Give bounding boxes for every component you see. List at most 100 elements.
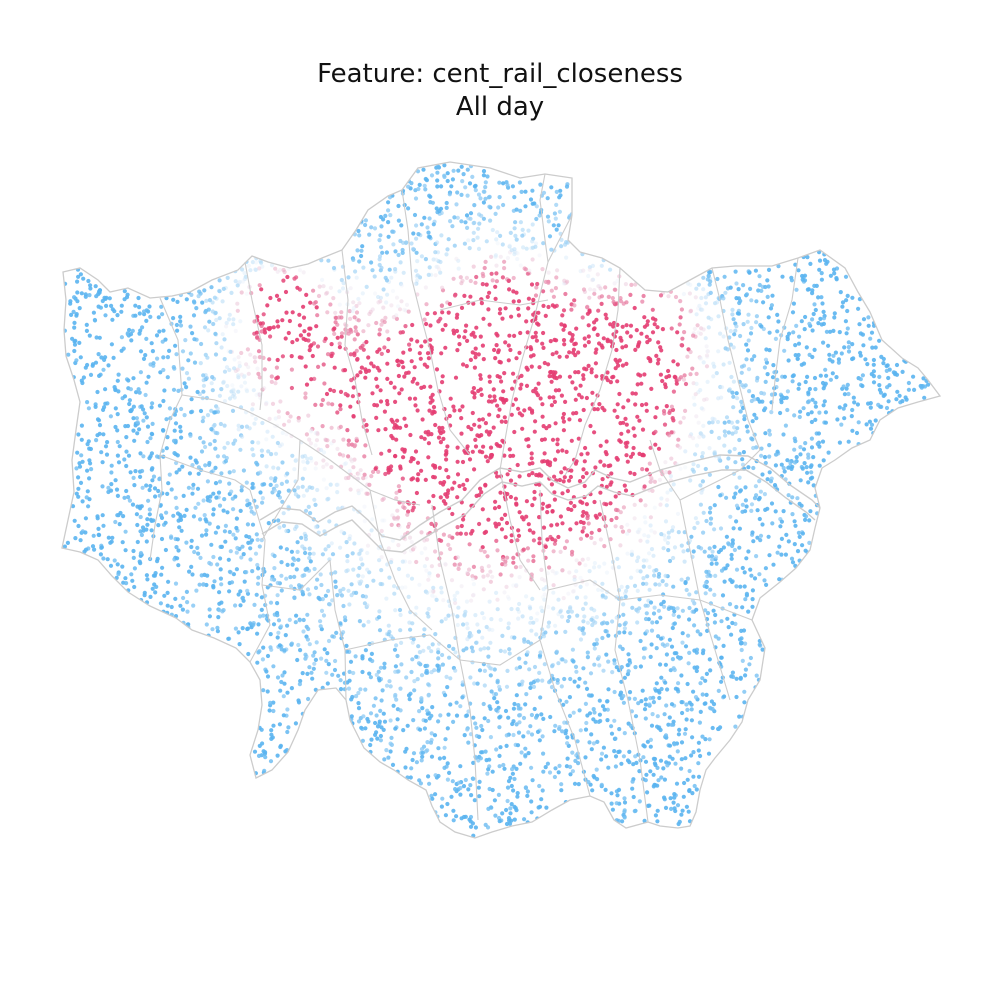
closeness-point — [147, 507, 152, 512]
closeness-point — [307, 555, 312, 561]
closeness-point — [628, 334, 633, 339]
closeness-point — [466, 740, 471, 745]
closeness-point — [638, 569, 643, 574]
closeness-point — [623, 594, 628, 600]
closeness-point — [912, 387, 917, 392]
closeness-point — [411, 718, 416, 723]
closeness-point — [621, 602, 626, 607]
closeness-point — [636, 555, 641, 560]
closeness-point — [427, 216, 432, 221]
closeness-point — [300, 484, 305, 489]
closeness-point — [318, 572, 323, 577]
closeness-point — [701, 275, 706, 280]
closeness-point — [332, 667, 338, 673]
closeness-point — [586, 363, 591, 368]
closeness-point — [632, 583, 638, 589]
closeness-point — [790, 379, 795, 384]
closeness-point — [735, 311, 741, 316]
closeness-point — [685, 777, 690, 782]
closeness-point — [581, 666, 586, 671]
closeness-point — [268, 325, 273, 331]
closeness-point — [749, 573, 754, 578]
closeness-point — [790, 310, 796, 315]
closeness-point — [265, 653, 271, 659]
closeness-point — [123, 548, 128, 553]
closeness-point — [350, 551, 355, 556]
closeness-point — [586, 340, 591, 345]
closeness-point — [813, 417, 818, 422]
closeness-point — [777, 544, 782, 549]
closeness-point — [377, 327, 382, 332]
closeness-point — [109, 482, 114, 487]
closeness-point — [334, 482, 339, 487]
closeness-point — [643, 646, 648, 651]
closeness-point — [594, 374, 599, 379]
closeness-point — [569, 307, 574, 312]
closeness-point — [552, 337, 557, 342]
closeness-point — [166, 579, 171, 584]
closeness-point — [507, 447, 512, 452]
closeness-point — [467, 542, 472, 547]
closeness-point — [618, 644, 623, 649]
closeness-point — [374, 320, 379, 326]
closeness-point — [687, 592, 692, 597]
closeness-point — [275, 601, 280, 606]
closeness-point — [417, 351, 422, 356]
closeness-point — [481, 357, 486, 362]
closeness-point — [599, 782, 604, 788]
closeness-point — [559, 244, 564, 249]
closeness-point — [775, 312, 780, 317]
closeness-point — [163, 520, 168, 525]
closeness-point — [373, 720, 378, 726]
closeness-point — [407, 560, 412, 565]
closeness-point — [357, 233, 362, 238]
closeness-point — [377, 628, 383, 633]
closeness-point — [472, 681, 477, 686]
closeness-point — [202, 513, 207, 518]
closeness-point — [613, 754, 619, 759]
closeness-point — [468, 357, 473, 362]
closeness-point — [106, 363, 111, 368]
closeness-point — [534, 338, 540, 343]
closeness-point — [806, 412, 811, 417]
closeness-point — [767, 330, 772, 335]
closeness-point — [553, 538, 558, 543]
closeness-point — [518, 263, 523, 268]
closeness-point — [545, 537, 550, 542]
closeness-point — [764, 582, 769, 588]
closeness-point — [361, 347, 366, 352]
closeness-point — [413, 449, 419, 454]
closeness-point — [399, 387, 404, 392]
closeness-point — [397, 307, 403, 312]
closeness-point — [431, 493, 436, 499]
closeness-point — [285, 690, 290, 695]
closeness-point — [551, 590, 556, 595]
closeness-point — [376, 669, 381, 674]
closeness-point — [119, 303, 124, 308]
closeness-point — [635, 344, 641, 349]
closeness-point — [447, 301, 452, 307]
closeness-point — [691, 774, 696, 779]
closeness-point — [193, 458, 198, 463]
closeness-point — [583, 595, 588, 600]
closeness-point — [184, 371, 190, 376]
closeness-point — [294, 457, 299, 462]
closeness-point — [604, 439, 609, 444]
closeness-point — [165, 491, 170, 496]
closeness-point — [709, 429, 714, 434]
closeness-point — [65, 540, 70, 546]
closeness-point — [485, 174, 490, 179]
closeness-point — [517, 656, 522, 661]
closeness-point — [793, 343, 798, 348]
closeness-point — [565, 756, 570, 761]
closeness-point — [427, 573, 432, 579]
closeness-point — [583, 680, 588, 685]
closeness-point — [801, 406, 806, 411]
closeness-point — [595, 777, 600, 782]
closeness-point — [570, 380, 575, 385]
closeness-point — [462, 733, 467, 738]
closeness-point — [530, 222, 535, 227]
closeness-point — [164, 446, 169, 451]
closeness-point — [116, 572, 121, 577]
closeness-point — [86, 406, 91, 411]
